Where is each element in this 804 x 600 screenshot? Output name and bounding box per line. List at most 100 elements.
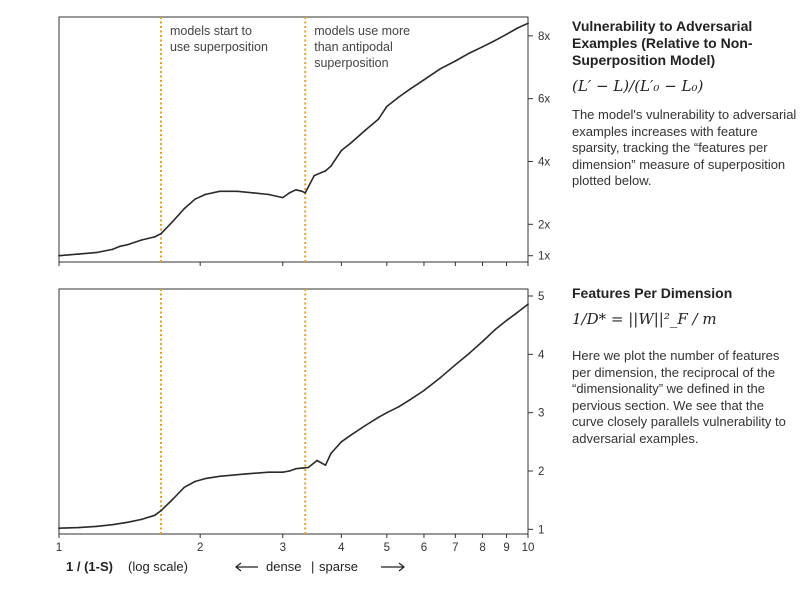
panel2-data-point <box>183 486 186 489</box>
x-tick-label: 7 <box>452 542 458 554</box>
panel2-data-point <box>77 526 80 529</box>
panel1-ytick-label: 2x <box>538 219 550 231</box>
panel1-data-point <box>140 239 143 241</box>
panel2-data-point <box>244 473 247 475</box>
panel2-data-point <box>439 376 442 379</box>
panel2-data-point <box>468 352 471 354</box>
panel2-data-point <box>267 471 270 473</box>
panel1-series-line <box>58 22 529 257</box>
panel2-frame <box>58 288 529 535</box>
x-tick-label: 6 <box>421 542 427 554</box>
panel1-data-point <box>439 68 442 70</box>
panel1-ytick-label: 1x <box>538 251 550 263</box>
panel1-data-point <box>111 248 114 251</box>
panel1-data-point <box>301 190 303 193</box>
panel1-data-point <box>172 220 174 222</box>
panel1-ytick-label: 4x <box>538 156 550 168</box>
panel1-data-point <box>454 60 457 62</box>
panel1-data-point <box>527 22 529 25</box>
panel1-data-point <box>204 193 207 196</box>
panel2-data-point <box>377 416 380 419</box>
panel2-ytick-label: 1 <box>538 524 544 536</box>
panel1-data-point <box>160 232 162 235</box>
panel2-data-point <box>505 319 508 322</box>
panel2-data-point <box>364 424 367 427</box>
panel1-data-point <box>340 149 343 152</box>
panel2-data-point <box>527 303 529 305</box>
x-tick-label: 8 <box>479 542 485 554</box>
panel2-data-point <box>58 527 60 529</box>
panel2-ytick-label: 3 <box>538 408 544 420</box>
panel1-title: Vulnerability to Adversarial Examples (R… <box>572 18 753 68</box>
x-axis-label: 1 / (1-S) <box>66 559 113 574</box>
panel1-data-point <box>350 141 353 144</box>
panel1-data-point <box>236 190 239 193</box>
panel2-data-point <box>288 470 291 472</box>
panel1-data-point <box>218 190 221 193</box>
panel1-data-point <box>295 188 297 191</box>
panel2-data-point <box>340 441 343 443</box>
panel1-data-point <box>516 27 519 29</box>
annotation-1-line: models start to <box>170 24 252 38</box>
panel2-data-point <box>194 480 196 483</box>
panel1-data-point <box>409 88 411 91</box>
panel2-data-point <box>423 389 425 392</box>
left-arrowhead-icon <box>235 562 242 572</box>
x-tick-label: 2 <box>197 542 203 554</box>
x-tick-label: 9 <box>503 542 509 554</box>
dense-label: dense <box>266 559 301 574</box>
sparse-label: sparse <box>319 559 358 574</box>
panel2-data-point <box>454 364 457 366</box>
panel2-ytick-label: 5 <box>538 291 544 303</box>
panel2-data-point <box>153 514 156 517</box>
panel1-data-point <box>153 236 156 238</box>
panel2-sidebar: Features Per Dimension 1/D* = ||W||²_F /… <box>572 285 798 447</box>
panel1-data-point <box>95 251 97 254</box>
panel1-data-point <box>377 118 380 120</box>
annotation-1-line: use superposition <box>170 40 268 54</box>
panel2-data-point <box>281 471 284 473</box>
panel1-data-point <box>494 39 496 42</box>
panel1-data-point <box>364 129 367 131</box>
panel2-data-point <box>140 518 143 521</box>
panel1-data-point <box>267 193 270 196</box>
panel1-data-point <box>468 52 471 54</box>
panel1-data-point <box>330 165 332 167</box>
panel2-series-line <box>58 303 529 530</box>
panel2-data-point <box>350 434 353 436</box>
annotation-2-line: superposition <box>314 56 388 70</box>
right-arrowhead-icon <box>398 562 405 572</box>
panel2-data-point <box>494 329 496 331</box>
panel1-data-point <box>304 192 307 194</box>
panel1-data-point <box>252 192 255 194</box>
panel1-data-point <box>481 46 484 48</box>
panel2-data-point <box>218 475 221 478</box>
panel2-data-point <box>481 340 484 343</box>
panel1-frame <box>58 16 529 263</box>
panel2-data-point <box>324 464 327 466</box>
panel1-description: The model's vulnerability to adversarial… <box>572 107 797 188</box>
panel2-data-point <box>397 406 400 408</box>
x-tick-label: 4 <box>338 542 345 554</box>
panel2-formula: 1/D* = ||W||²_F / m <box>572 310 717 328</box>
panel1-ytick-label: 6x <box>538 94 550 106</box>
panel2-data-point <box>126 521 129 524</box>
panel1-data-point <box>423 79 425 81</box>
panel2-data-point <box>307 466 310 469</box>
panel2-ytick-label: 4 <box>538 349 545 361</box>
panel2-data-point <box>316 459 318 462</box>
panel2-ytick-label: 2 <box>538 466 544 478</box>
panel2-data-point <box>111 523 114 526</box>
panel1-data-point <box>386 105 388 108</box>
panel2-data-point <box>295 467 297 470</box>
panel2-data-point <box>160 509 162 512</box>
panel1-data-point <box>183 207 186 210</box>
panel2-data-point <box>409 399 411 401</box>
direction-separator: | <box>311 559 314 574</box>
x-tick-label: 3 <box>280 542 286 554</box>
panel2-data-point <box>516 311 519 314</box>
panel2-data-point <box>172 498 174 500</box>
panel1-sidebar: Vulnerability to Adversarial Examples (R… <box>572 18 798 190</box>
panel2-data-point <box>301 467 303 469</box>
annotation-2-line: models use more <box>314 24 410 38</box>
